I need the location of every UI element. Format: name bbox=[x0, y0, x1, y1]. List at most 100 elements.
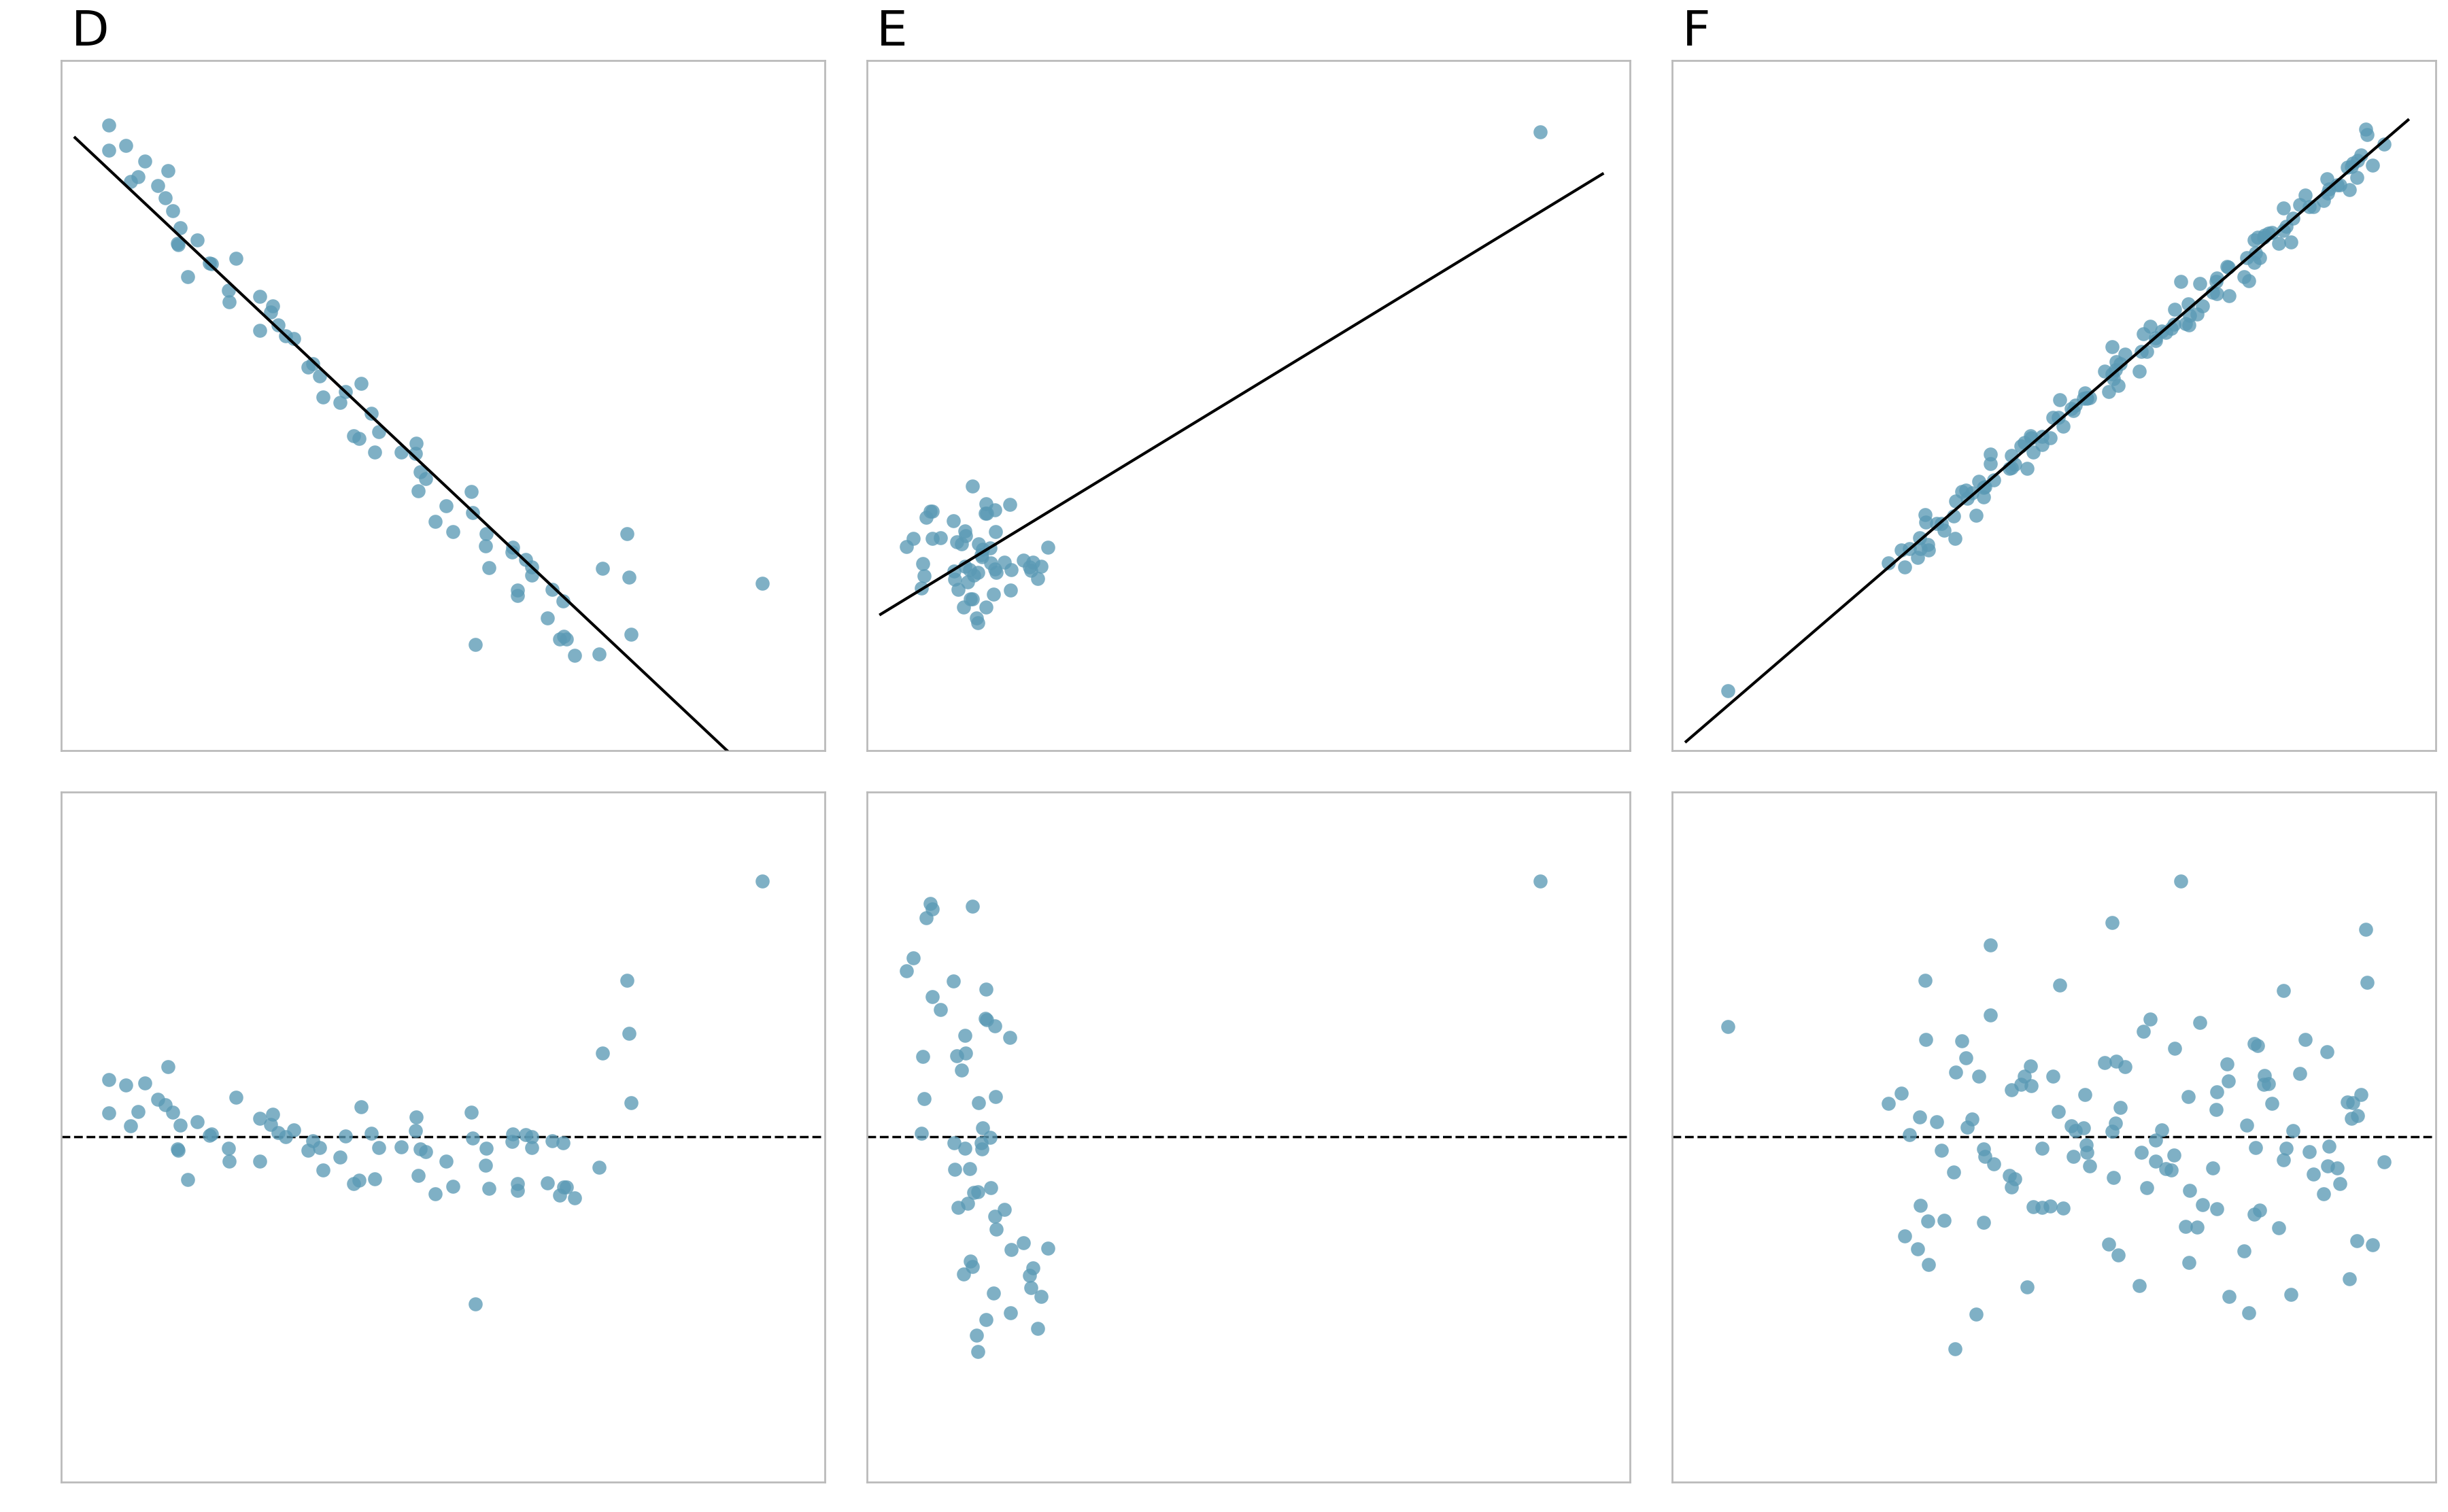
Point bbox=[2152, 316, 2191, 340]
Point bbox=[610, 1021, 649, 1045]
Point bbox=[2127, 340, 2166, 364]
Point bbox=[240, 284, 279, 308]
Point bbox=[955, 1181, 994, 1205]
Point bbox=[2196, 1098, 2235, 1122]
Point bbox=[977, 1084, 1016, 1108]
Point bbox=[957, 611, 996, 635]
Point bbox=[1966, 1145, 2005, 1169]
Point bbox=[938, 1196, 977, 1220]
Point bbox=[911, 892, 950, 916]
Point bbox=[2208, 254, 2247, 278]
Point bbox=[2198, 281, 2237, 305]
Point bbox=[2015, 1194, 2054, 1219]
Point bbox=[742, 572, 781, 596]
Point bbox=[147, 1093, 186, 1117]
Point bbox=[208, 1136, 247, 1160]
Point bbox=[556, 1185, 595, 1210]
Point bbox=[399, 479, 438, 503]
Point bbox=[1924, 1208, 1963, 1232]
Point bbox=[1934, 1337, 1973, 1361]
Point bbox=[952, 1255, 991, 1279]
Point bbox=[2005, 431, 2044, 455]
Point bbox=[397, 1105, 436, 1129]
Point bbox=[1009, 1263, 1048, 1287]
Point bbox=[974, 497, 1013, 522]
Point bbox=[492, 1129, 531, 1154]
Point bbox=[1949, 487, 1988, 511]
Point bbox=[2340, 144, 2379, 168]
Point bbox=[2176, 1214, 2215, 1238]
Point bbox=[2330, 154, 2370, 178]
Point bbox=[2294, 1161, 2333, 1185]
Point bbox=[512, 1136, 551, 1160]
Point bbox=[960, 1090, 999, 1114]
Point bbox=[343, 372, 382, 396]
Point bbox=[252, 299, 291, 324]
Point bbox=[2166, 311, 2206, 336]
Point bbox=[2282, 1061, 2321, 1086]
Point bbox=[2093, 361, 2132, 386]
Point bbox=[2330, 1267, 2370, 1291]
Point bbox=[742, 869, 781, 894]
Point bbox=[2091, 380, 2130, 404]
Point bbox=[2154, 296, 2193, 321]
Point bbox=[2034, 405, 2073, 429]
Point bbox=[938, 1043, 977, 1067]
Point bbox=[2306, 166, 2345, 191]
Point bbox=[2198, 266, 2237, 290]
Point bbox=[1963, 1137, 2002, 1161]
Point bbox=[159, 233, 198, 257]
Point bbox=[2142, 1117, 2181, 1142]
Point bbox=[950, 1157, 989, 1181]
Point bbox=[1897, 546, 1936, 570]
Point bbox=[2304, 189, 2343, 213]
Point bbox=[2230, 269, 2269, 293]
Point bbox=[1993, 457, 2032, 481]
Point bbox=[2029, 425, 2069, 449]
Point bbox=[88, 139, 127, 163]
Point bbox=[960, 532, 999, 556]
Point bbox=[2012, 1074, 2051, 1098]
Point bbox=[1949, 1114, 1988, 1139]
Point bbox=[1902, 1193, 1941, 1217]
Point bbox=[2154, 311, 2193, 336]
Point bbox=[945, 519, 984, 543]
Point bbox=[2066, 1083, 2105, 1107]
Point bbox=[913, 499, 952, 523]
Point bbox=[967, 596, 1006, 620]
Point bbox=[2321, 1172, 2360, 1196]
Point bbox=[1004, 1231, 1043, 1255]
Point bbox=[2321, 172, 2360, 197]
Point bbox=[935, 567, 974, 591]
Point bbox=[2122, 1140, 2162, 1164]
Point bbox=[2105, 1054, 2144, 1078]
Point bbox=[2237, 225, 2277, 249]
Point bbox=[2235, 240, 2274, 265]
Point bbox=[2091, 1232, 2130, 1256]
Point bbox=[969, 1125, 1009, 1149]
Point bbox=[154, 1101, 193, 1125]
Point bbox=[2208, 256, 2247, 280]
Point bbox=[2122, 340, 2162, 364]
Point bbox=[2022, 1196, 2061, 1220]
Point bbox=[2348, 122, 2387, 147]
Point bbox=[1934, 1160, 1973, 1184]
Point bbox=[962, 1116, 1001, 1140]
Point bbox=[110, 169, 149, 194]
Point bbox=[2169, 304, 2208, 328]
Point bbox=[977, 520, 1016, 544]
Point bbox=[1971, 452, 2010, 476]
Point bbox=[2267, 1137, 2306, 1161]
Point bbox=[2264, 1148, 2304, 1172]
Point bbox=[1973, 1152, 2012, 1176]
Point bbox=[2304, 1182, 2343, 1207]
Point bbox=[492, 540, 531, 564]
Point bbox=[1868, 550, 1907, 575]
Point bbox=[2353, 153, 2392, 177]
Point bbox=[1909, 1253, 1949, 1278]
Point bbox=[1883, 1081, 1922, 1105]
Point bbox=[2338, 165, 2377, 189]
Point bbox=[2039, 974, 2078, 998]
Point bbox=[543, 624, 583, 649]
Point bbox=[2208, 1284, 2247, 1308]
